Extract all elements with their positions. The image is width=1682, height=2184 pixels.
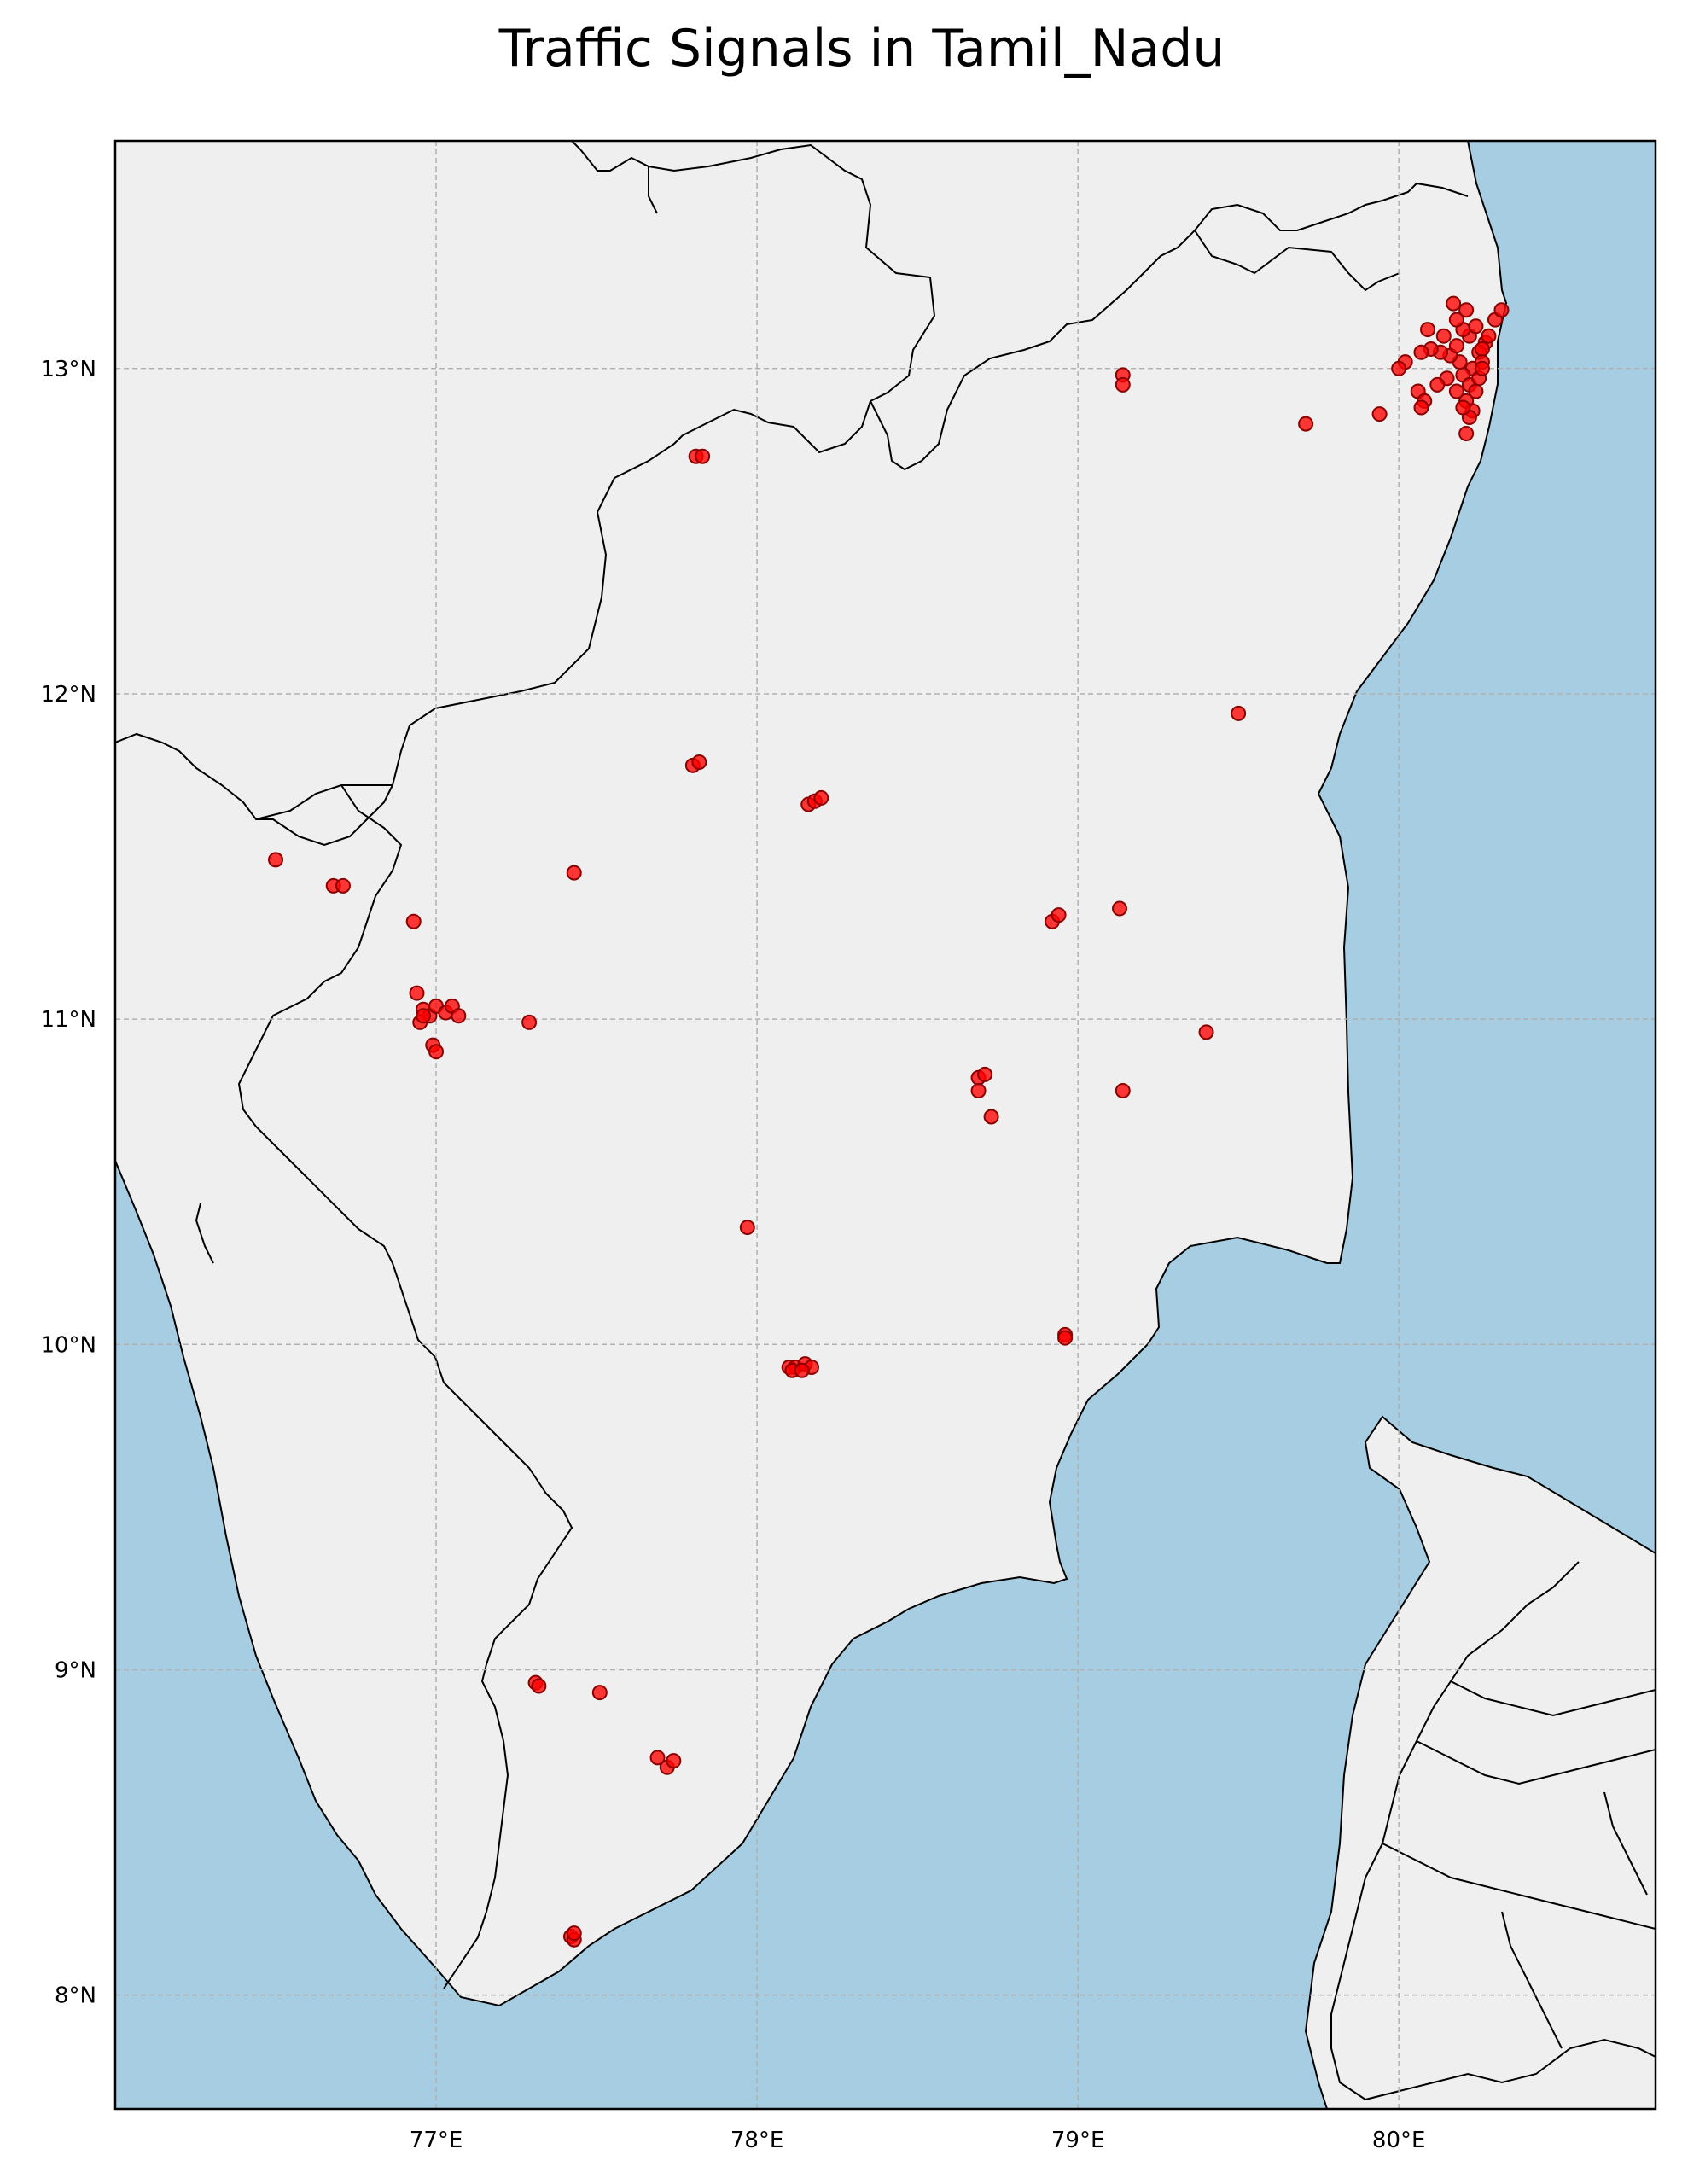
traffic-signal-point [813,789,829,806]
y-tick-label: 11°N [40,1007,96,1033]
sri-lanka-landmass [1304,1415,1656,2109]
traffic-signal-point [1115,376,1131,393]
traffic-signal-point [1231,705,1247,721]
traffic-signal-point [405,913,422,929]
traffic-signal-point [666,1753,682,1769]
traffic-signal-point [416,1008,431,1024]
traffic-signal-point [695,448,711,464]
map-frame [113,139,1657,2111]
traffic-signal-point [1298,416,1314,432]
x-tick-label: 80°E [1372,2128,1426,2153]
x-tick-label: 77°E [410,2128,463,2153]
y-tick-label: 8°N [55,1983,96,2009]
traffic-signal-point [1446,295,1462,312]
traffic-signal-point [1455,399,1471,416]
traffic-signal-point [1371,406,1388,422]
traffic-signal-point [451,1008,467,1024]
map-title: Traffic Signals in Tamil_Nadu [498,19,1225,79]
traffic-signal-point [1458,426,1475,442]
traffic-signal-point [1391,360,1407,376]
x-tick-label: 79°E [1051,2128,1105,2153]
traffic-signal-point [739,1220,755,1236]
traffic-signal-point [1493,302,1510,318]
traffic-signal-point [794,1362,810,1378]
traffic-signal-point [1057,1330,1074,1346]
traffic-signal-point [1112,900,1128,917]
traffic-signal-point [1448,312,1464,328]
x-tick-label: 78°E [730,2128,784,2153]
traffic-signal-point [970,1082,987,1098]
traffic-signal-point [268,852,284,868]
traffic-signal-point [1458,302,1475,318]
traffic-signal-point [335,877,351,894]
traffic-signal-point [1448,383,1464,399]
traffic-signal-point [1448,338,1464,354]
traffic-signal-point [566,1925,582,1942]
y-axis-ticks: 13°N 12°N 11°N 10°N 9°N 8°N [40,357,96,2009]
traffic-signal-point [1474,341,1490,357]
india-landmass [115,141,1508,2007]
traffic-signal-point [428,1044,445,1060]
traffic-signal-point [1115,1082,1131,1098]
traffic-signal-markers [268,295,1510,1948]
traffic-signal-point [977,1066,993,1082]
traffic-signal-point [649,1750,666,1766]
traffic-signal-point [1198,1024,1214,1040]
traffic-signal-point [691,754,707,771]
traffic-signal-point [1420,322,1436,338]
y-tick-label: 9°N [55,1657,96,1683]
traffic-signal-point [409,985,425,1001]
traffic-signal-point [1468,318,1484,335]
x-axis-ticks: 77°E 78°E 79°E 80°E [410,2128,1426,2153]
traffic-signal-point [566,865,582,881]
state-borders [115,141,1656,2101]
traffic-signal-point [1481,328,1497,344]
traffic-signal-point [531,1678,547,1694]
traffic-signal-point [1413,399,1429,416]
traffic-signal-point [1435,328,1452,344]
traffic-signal-point [591,1685,608,1701]
y-tick-label: 10°N [40,1332,96,1358]
traffic-signal-point [983,1109,999,1125]
y-tick-label: 13°N [40,357,96,382]
traffic-signal-point [1413,344,1429,360]
y-tick-label: 12°N [40,682,96,708]
traffic-signal-point [1474,360,1490,376]
traffic-signal-point [1429,376,1446,393]
traffic-signal-point [1051,907,1067,923]
traffic-signal-point [521,1014,538,1030]
